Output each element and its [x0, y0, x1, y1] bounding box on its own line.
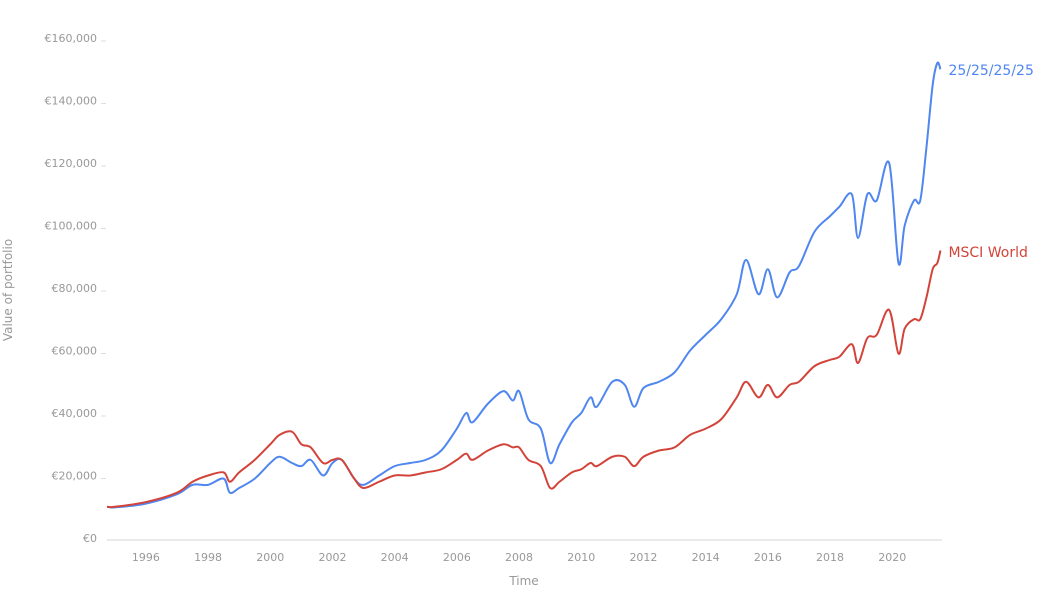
- x-tick-label: 2016: [754, 551, 782, 564]
- y-tick-label: €60,000: [52, 345, 98, 358]
- y-axis: €0 €20,000 €40,000 €60,000 €80,000 €100,000 €1…: [45, 32, 106, 545]
- y-tick-label: €0: [83, 532, 97, 545]
- x-tick-label: 2020: [878, 551, 906, 564]
- series-lines: 25/25/25/25 MSCI World: [106, 61, 1034, 509]
- x-tick-label: 2008: [505, 551, 533, 564]
- x-axis-label: Time: [508, 574, 538, 588]
- y-tick-label: €20,000: [52, 470, 98, 483]
- x-tick-label: 2006: [443, 551, 471, 564]
- x-tick-label: 2010: [567, 551, 595, 564]
- y-tick-label: €140,000: [45, 95, 98, 108]
- x-tick-label: 2000: [256, 551, 284, 564]
- series-label: 25/25/25/25: [948, 63, 1033, 79]
- x-tick-label: 2004: [381, 551, 409, 564]
- series-label: MSCI World: [948, 245, 1027, 261]
- y-tick-label: €120,000: [45, 157, 98, 170]
- x-tick-label: 1998: [194, 551, 222, 564]
- y-tick-label: €100,000: [45, 220, 98, 233]
- y-axis-label: Value of portfolio: [1, 239, 15, 341]
- x-tick-label: 2018: [816, 551, 844, 564]
- y-tick-label: €40,000: [52, 407, 98, 420]
- x-tick-label: 1996: [132, 551, 160, 564]
- x-tick-label: 2002: [318, 551, 346, 564]
- x-tick-label: 2014: [692, 551, 720, 564]
- series-line-0: [106, 61, 942, 509]
- series-line-1: [106, 250, 942, 509]
- y-tick-label: €160,000: [45, 32, 98, 45]
- y-tick-label: €80,000: [52, 282, 98, 295]
- x-tick-label: 2012: [629, 551, 657, 564]
- x-axis: 1996 1998 2000 2002 2004 2006 2008 2010 2012 2014…: [132, 551, 906, 564]
